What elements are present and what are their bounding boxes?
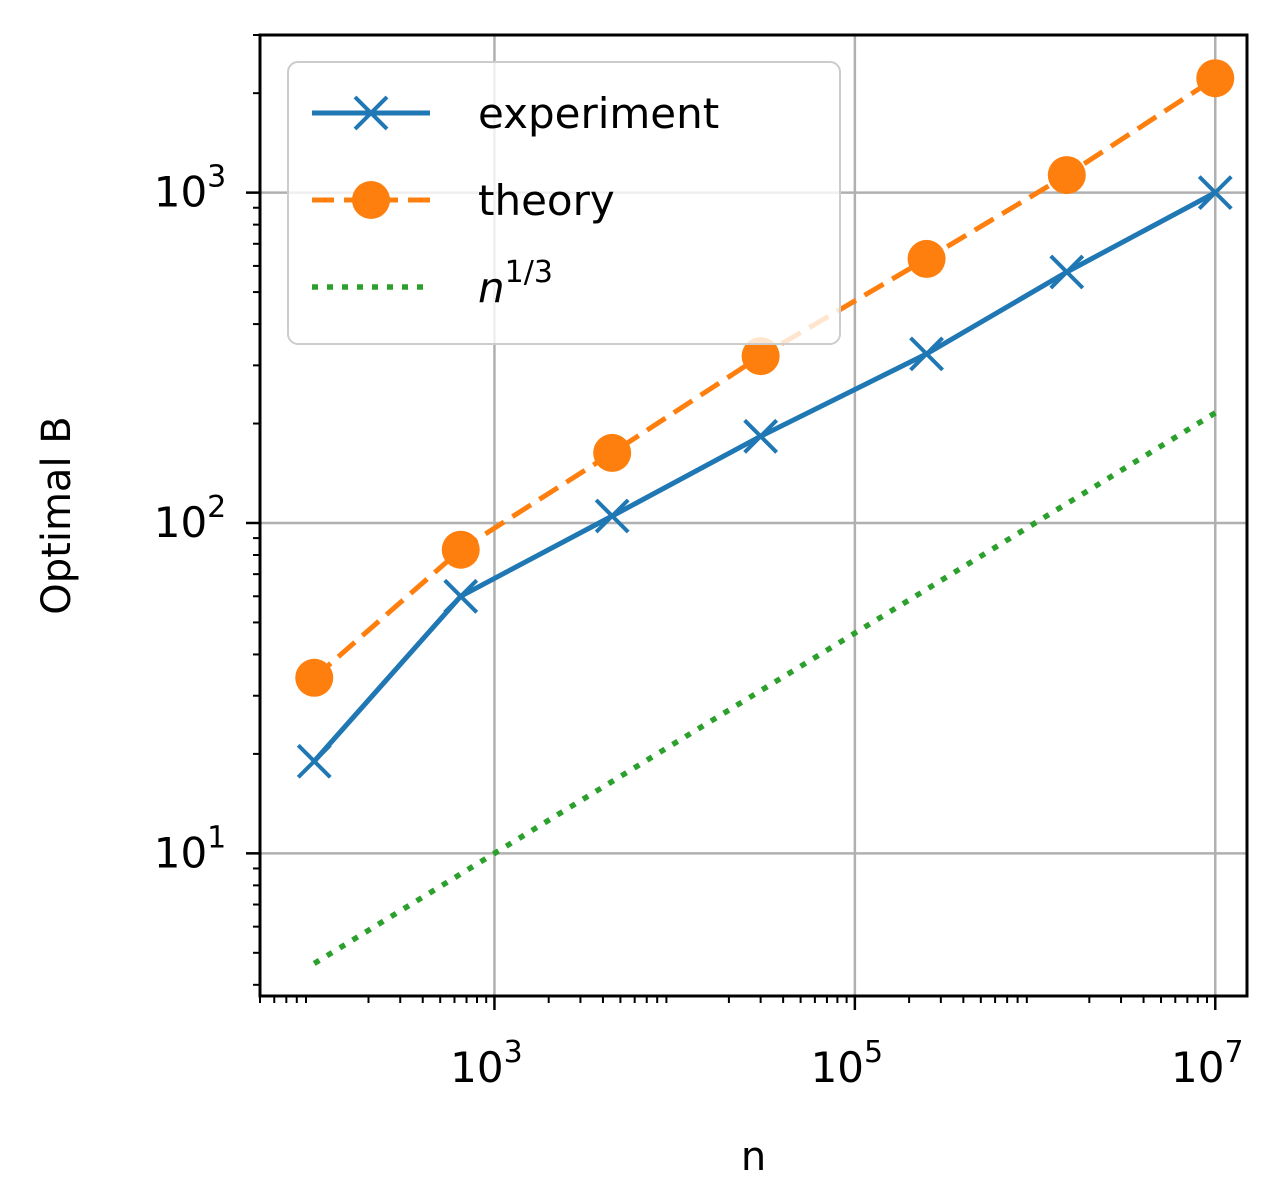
- series-2: [312, 410, 1217, 966]
- y-axis-label: Optimal B: [34, 416, 80, 614]
- data-point: [295, 658, 334, 697]
- series-layer: [295, 59, 1235, 966]
- legend-label: n1/3: [478, 255, 553, 312]
- legend-label: experiment: [478, 89, 719, 138]
- data-point: [741, 337, 780, 376]
- marker-stroke: [296, 743, 332, 779]
- marker-stroke: [353, 95, 389, 131]
- marker-stroke: [909, 336, 944, 372]
- x-tick-label: 107: [1171, 1035, 1244, 1092]
- legend-label: theory: [478, 176, 615, 225]
- x-tick-label: 103: [450, 1035, 523, 1092]
- marker-stroke: [1197, 175, 1233, 211]
- legend-marker: [353, 95, 389, 131]
- legend: experiment theory n1/3: [287, 61, 841, 345]
- x-axis-label: n: [741, 1134, 766, 1180]
- legend-entry: n1/3: [312, 255, 553, 312]
- y-tick-label: 103: [154, 160, 227, 217]
- data-point: [907, 239, 946, 278]
- data-point: [1047, 156, 1086, 195]
- legend-box: [287, 61, 841, 345]
- legend-entry: theory: [312, 176, 615, 225]
- data-point: [1196, 59, 1235, 98]
- data-point: [443, 578, 479, 614]
- marker-stroke: [1049, 254, 1085, 290]
- series-0: [296, 175, 1233, 779]
- series-1: [295, 59, 1235, 697]
- y-tick-label: 102: [154, 490, 227, 547]
- marker-stroke: [443, 578, 479, 614]
- data-point: [1197, 175, 1233, 211]
- tick-labels: 103 105 107 101 102 103: [154, 160, 1244, 1092]
- data-point: [909, 336, 944, 372]
- data-point: [296, 743, 332, 779]
- legend-marker: [352, 181, 390, 219]
- y-tick-label: 101: [154, 820, 227, 877]
- data-point: [594, 498, 630, 534]
- ticks: [246, 34, 1217, 1010]
- data-point: [1049, 254, 1085, 290]
- series-line: [312, 410, 1217, 966]
- axes-frame: [258, 33, 1249, 998]
- data-point: [441, 530, 480, 569]
- x-tick-label: 105: [811, 1035, 884, 1092]
- marker-stroke: [743, 418, 779, 454]
- marker-stroke: [594, 498, 630, 534]
- data-point: [743, 418, 779, 454]
- legend-entry: experiment: [312, 89, 719, 138]
- data-point: [593, 433, 632, 472]
